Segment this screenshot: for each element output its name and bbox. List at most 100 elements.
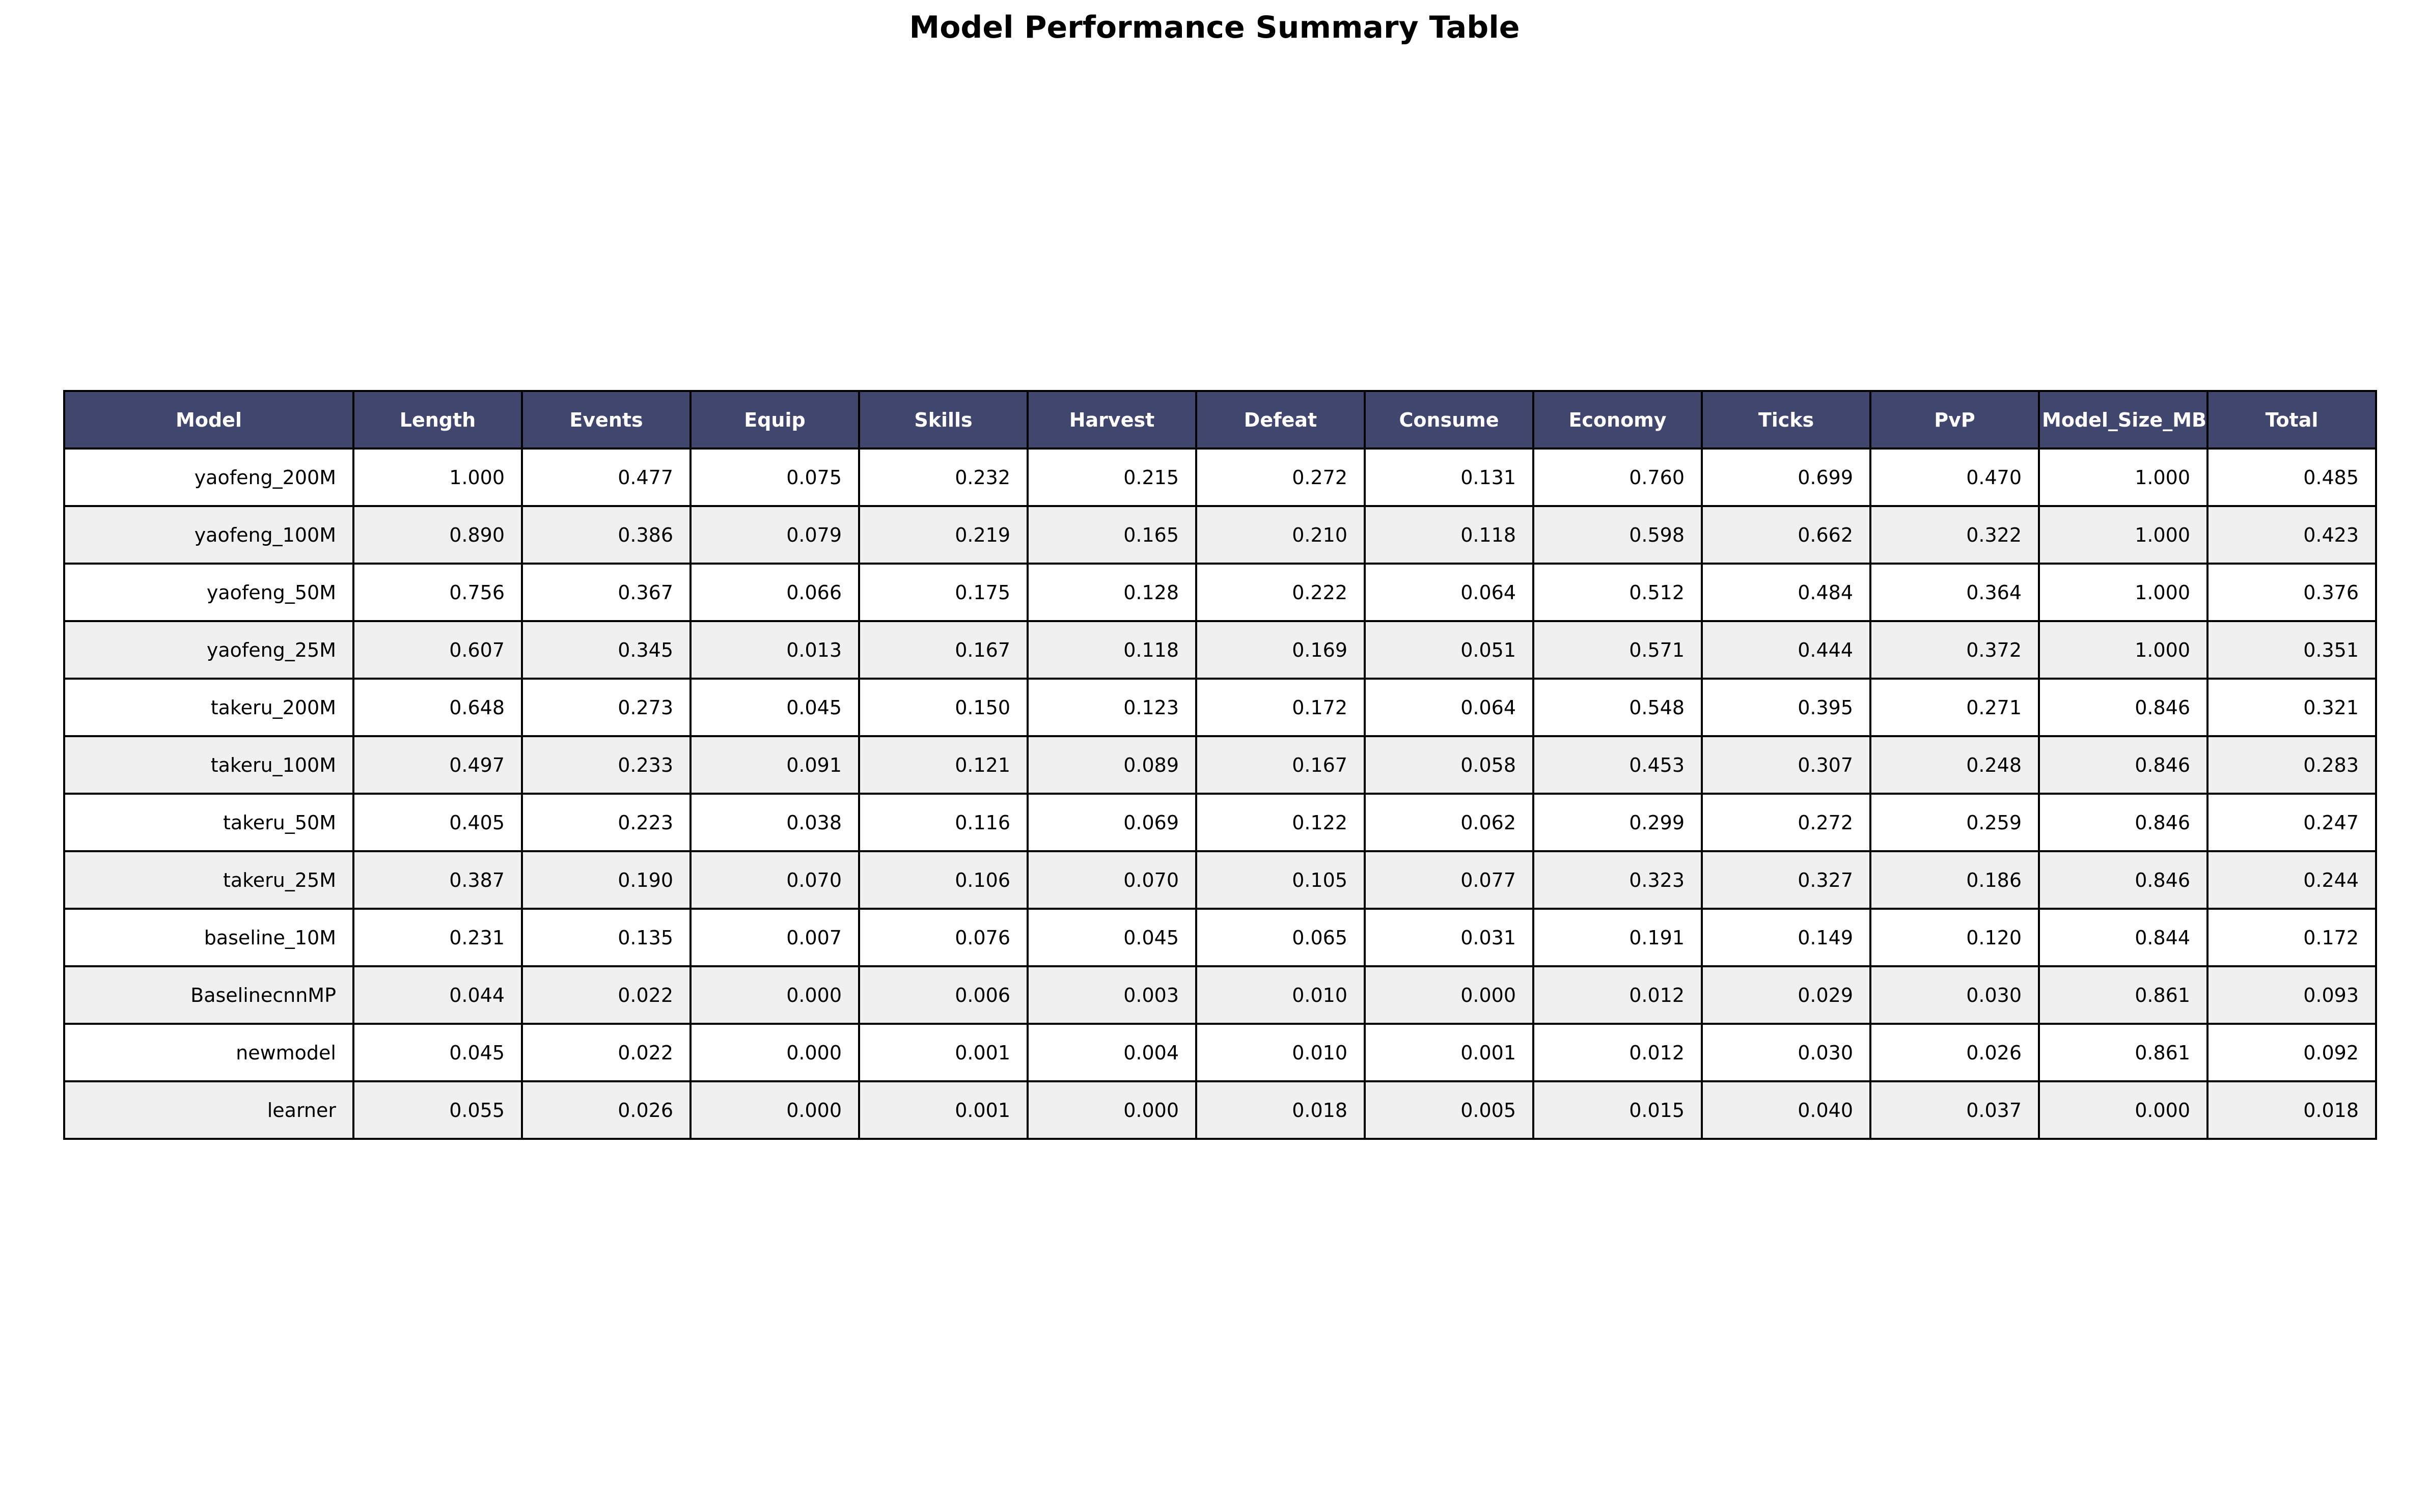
column-header: PvP bbox=[1869, 390, 2040, 450]
table-cell: 0.012 bbox=[1532, 965, 1703, 1025]
table-cell: 0.013 bbox=[689, 620, 860, 680]
table-cell: 0.372 bbox=[1869, 620, 2040, 680]
table-cell: 0.089 bbox=[1027, 735, 1197, 795]
table-cell: 0.271 bbox=[1869, 678, 2040, 737]
table-row: yaofeng_25M 0.607 0.345 0.013 0.167 0.118 0.16… bbox=[63, 620, 2377, 680]
table-title: Model Performance Summary Table bbox=[909, 10, 1520, 45]
table-cell: 0.131 bbox=[1364, 447, 1534, 507]
table-cell: 0.000 bbox=[1364, 965, 1534, 1025]
table-cell: 0.044 bbox=[352, 965, 523, 1025]
column-header: Defeat bbox=[1195, 390, 1366, 450]
table-cell: 0.222 bbox=[1195, 563, 1366, 622]
model-name-cell: takeru_25M bbox=[63, 850, 354, 910]
model-name-cell: takeru_50M bbox=[63, 793, 354, 852]
table-cell: 0.598 bbox=[1532, 505, 1703, 565]
table-cell: 0.453 bbox=[1532, 735, 1703, 795]
table-cell: 0.012 bbox=[1532, 1023, 1703, 1082]
table-cell: 0.283 bbox=[2206, 735, 2377, 795]
table-row: takeru_200M 0.648 0.273 0.045 0.150 0.123 0.17… bbox=[63, 678, 2377, 737]
table-cell: 0.066 bbox=[689, 563, 860, 622]
table-cell: 0.128 bbox=[1027, 563, 1197, 622]
table-cell: 0.376 bbox=[2206, 563, 2377, 622]
table-cell: 1.000 bbox=[2038, 505, 2209, 565]
table-cell: 0.247 bbox=[2206, 793, 2377, 852]
column-header: Length bbox=[352, 390, 523, 450]
table-cell: 0.149 bbox=[1701, 908, 1871, 967]
table-cell: 0.248 bbox=[1869, 735, 2040, 795]
table-cell: 0.001 bbox=[858, 1023, 1029, 1082]
table-cell: 0.045 bbox=[1027, 908, 1197, 967]
table-cell: 0.167 bbox=[1195, 735, 1366, 795]
table-cell: 0.846 bbox=[2038, 850, 2209, 910]
table-cell: 0.423 bbox=[2206, 505, 2377, 565]
table-cell: 0.470 bbox=[1869, 447, 2040, 507]
table-cell: 0.846 bbox=[2038, 793, 2209, 852]
table-cell: 1.000 bbox=[2038, 563, 2209, 622]
table-cell: 0.022 bbox=[521, 1023, 692, 1082]
table-cell: 0.000 bbox=[2038, 1080, 2209, 1140]
table-cell: 0.699 bbox=[1701, 447, 1871, 507]
table-cell: 0.571 bbox=[1532, 620, 1703, 680]
summary-table: Model Length Events Equip Skills Harvest Defea… bbox=[63, 390, 2377, 1140]
table-cell: 0.118 bbox=[1364, 505, 1534, 565]
table-cell: 0.327 bbox=[1701, 850, 1871, 910]
table-cell: 0.120 bbox=[1869, 908, 2040, 967]
table-cell: 0.105 bbox=[1195, 850, 1366, 910]
table-row: takeru_100M 0.497 0.233 0.091 0.121 0.089 0.16… bbox=[63, 735, 2377, 795]
table-cell: 0.150 bbox=[858, 678, 1029, 737]
model-name-cell: takeru_200M bbox=[63, 678, 354, 737]
table-row: newmodel 0.045 0.022 0.000 0.001 0.004 0.010 0.… bbox=[63, 1023, 2377, 1082]
table-cell: 0.000 bbox=[689, 1080, 860, 1140]
table-cell: 0.003 bbox=[1027, 965, 1197, 1025]
table-cell: 0.323 bbox=[1532, 850, 1703, 910]
table-cell: 0.029 bbox=[1701, 965, 1871, 1025]
column-header: Model bbox=[63, 390, 354, 450]
table-cell: 0.076 bbox=[858, 908, 1029, 967]
table-cell: 0.351 bbox=[2206, 620, 2377, 680]
table-cell: 0.186 bbox=[1869, 850, 2040, 910]
table-cell: 0.760 bbox=[1532, 447, 1703, 507]
table-cell: 0.299 bbox=[1532, 793, 1703, 852]
table-cell: 0.005 bbox=[1364, 1080, 1534, 1140]
table-cell: 0.259 bbox=[1869, 793, 2040, 852]
table-cell: 0.135 bbox=[521, 908, 692, 967]
table-cell: 0.026 bbox=[521, 1080, 692, 1140]
column-header: Model_Size_MB bbox=[2038, 390, 2209, 450]
table-cell: 0.030 bbox=[1869, 965, 2040, 1025]
table-cell: 0.001 bbox=[1364, 1023, 1534, 1082]
table-cell: 0.064 bbox=[1364, 563, 1534, 622]
table-cell: 0.169 bbox=[1195, 620, 1366, 680]
table-cell: 0.444 bbox=[1701, 620, 1871, 680]
column-header: Events bbox=[521, 390, 692, 450]
table-cell: 0.045 bbox=[352, 1023, 523, 1082]
table-cell: 0.001 bbox=[858, 1080, 1029, 1140]
table-cell: 0.065 bbox=[1195, 908, 1366, 967]
table-cell: 0.010 bbox=[1195, 965, 1366, 1025]
table-cell: 0.000 bbox=[689, 965, 860, 1025]
model-name-cell: newmodel bbox=[63, 1023, 354, 1082]
table-cell: 0.321 bbox=[2206, 678, 2377, 737]
table-cell: 0.018 bbox=[1195, 1080, 1366, 1140]
table-cell: 0.219 bbox=[858, 505, 1029, 565]
table-cell: 0.307 bbox=[1701, 735, 1871, 795]
table-row: takeru_50M 0.405 0.223 0.038 0.116 0.069 0.122… bbox=[63, 793, 2377, 852]
table-cell: 0.756 bbox=[352, 563, 523, 622]
table-cell: 0.051 bbox=[1364, 620, 1534, 680]
table-cell: 0.040 bbox=[1701, 1080, 1871, 1140]
table-cell: 0.232 bbox=[858, 447, 1029, 507]
table-cell: 0.386 bbox=[521, 505, 692, 565]
table-cell: 0.648 bbox=[352, 678, 523, 737]
table-cell: 0.395 bbox=[1701, 678, 1871, 737]
table-cell: 0.022 bbox=[521, 965, 692, 1025]
table-row: yaofeng_200M 1.000 0.477 0.075 0.232 0.215 0.2… bbox=[63, 447, 2377, 507]
table-cell: 0.079 bbox=[689, 505, 860, 565]
header-row: Model Length Events Equip Skills Harvest Defea… bbox=[63, 390, 2377, 450]
model-name-cell: yaofeng_100M bbox=[63, 505, 354, 565]
table-cell: 0.846 bbox=[2038, 735, 2209, 795]
table-cell: 0.191 bbox=[1532, 908, 1703, 967]
table-cell: 0.890 bbox=[352, 505, 523, 565]
table-row: baseline_10M 0.231 0.135 0.007 0.076 0.045 0.0… bbox=[63, 908, 2377, 967]
table-cell: 0.118 bbox=[1027, 620, 1197, 680]
table-cell: 0.215 bbox=[1027, 447, 1197, 507]
table-cell: 0.058 bbox=[1364, 735, 1534, 795]
